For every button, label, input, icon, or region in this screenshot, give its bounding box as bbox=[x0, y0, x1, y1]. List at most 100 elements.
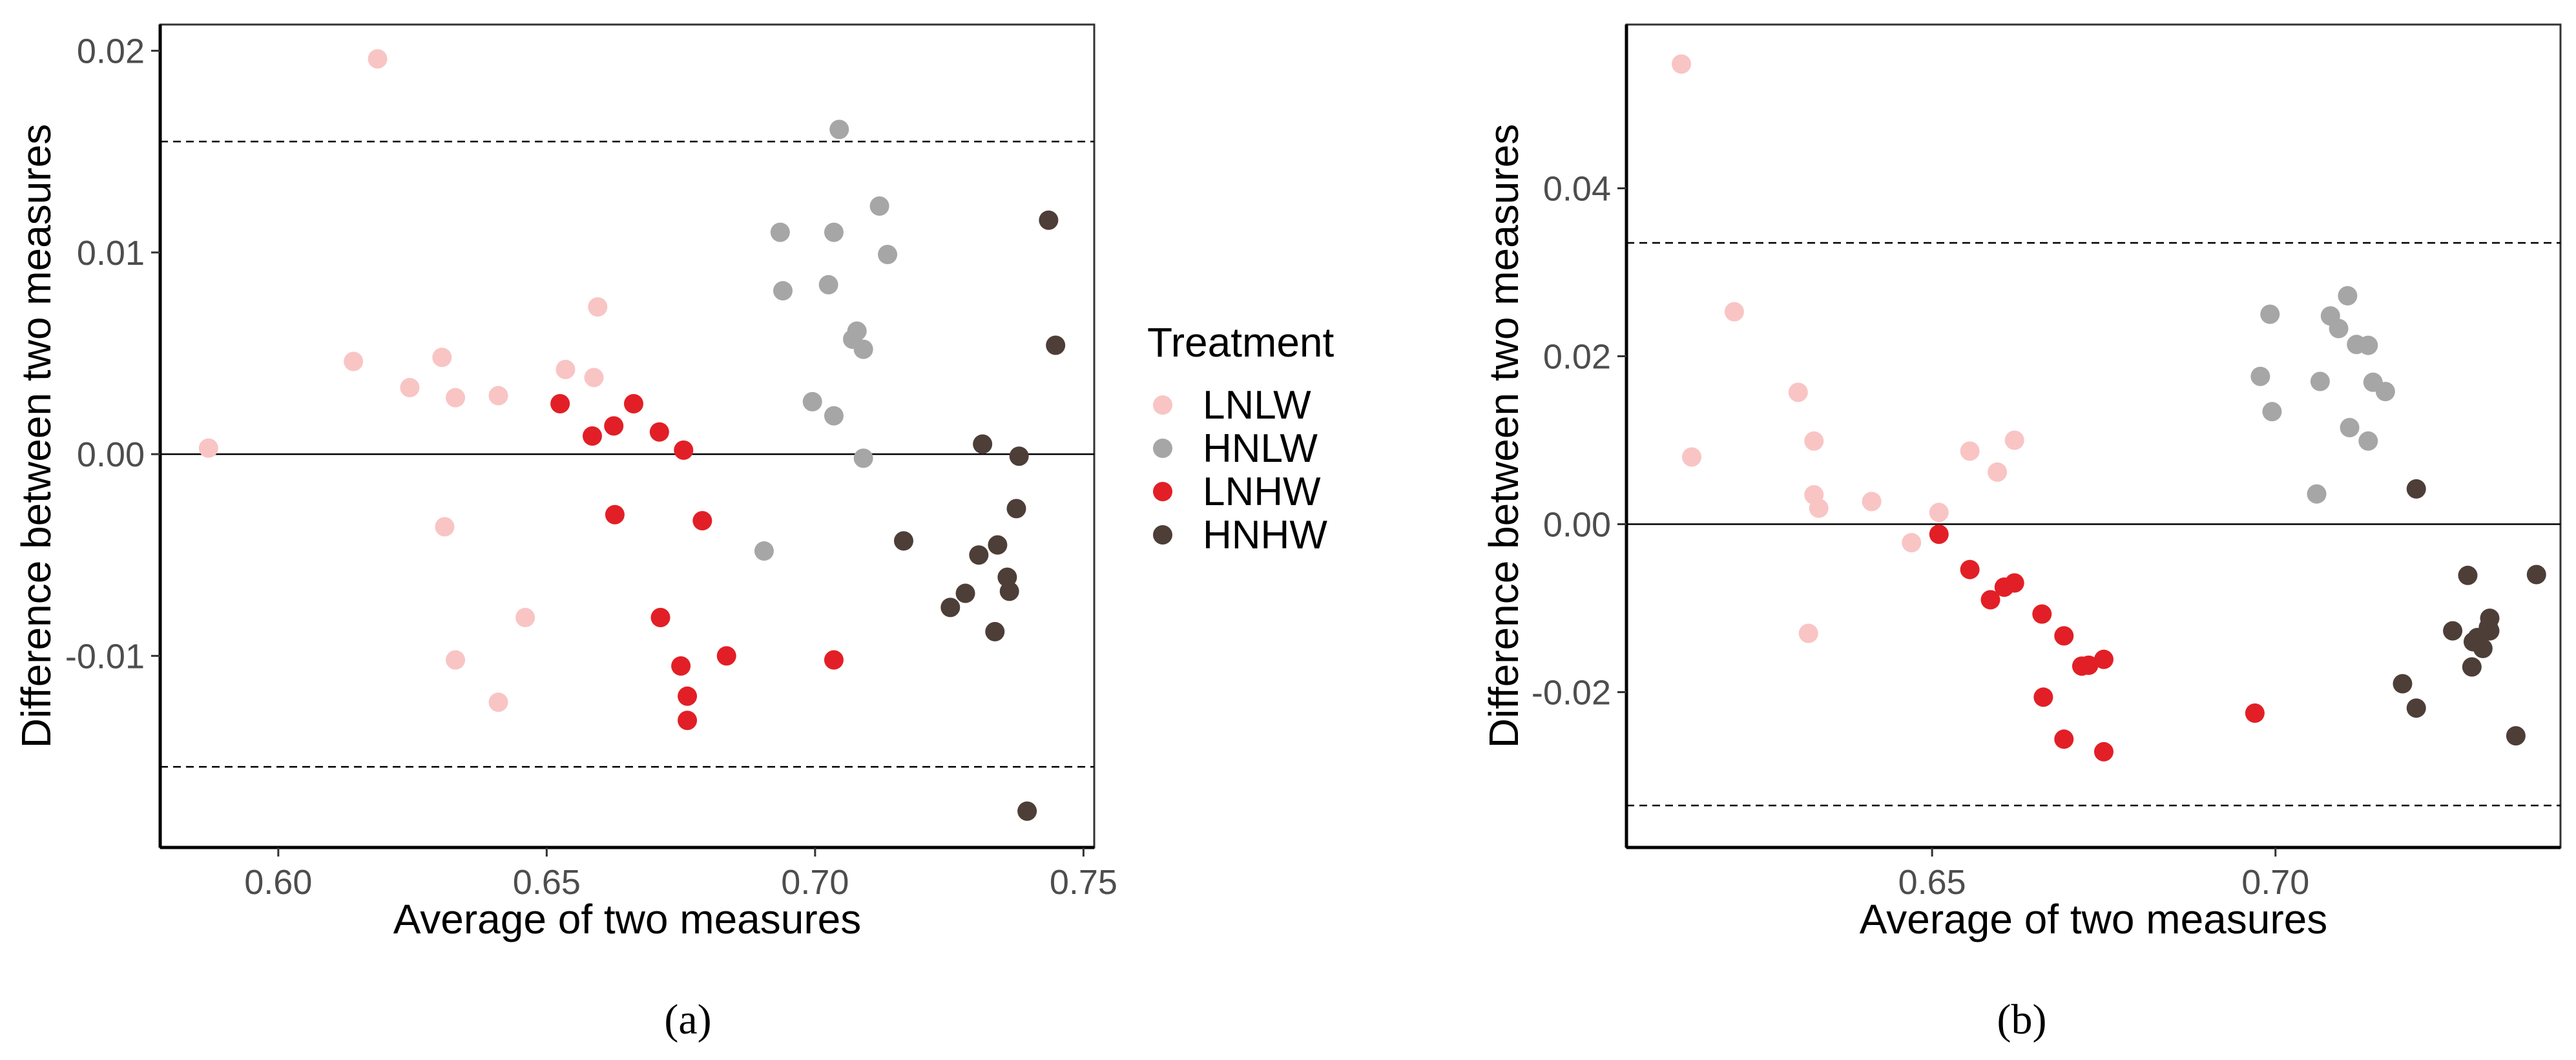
panel-a-point-hnhw bbox=[1009, 446, 1029, 466]
panel-a-x-tick-label: 0.65 bbox=[513, 863, 581, 902]
panel-a-point-lnhw bbox=[605, 504, 625, 525]
panel-a-point-lnhw bbox=[582, 426, 602, 446]
panel-a-point-hnhw bbox=[955, 583, 975, 603]
panel-a-point-hnhw bbox=[1017, 801, 1037, 821]
panel-b-point-lnhw bbox=[2054, 729, 2074, 749]
panel-b-point-lnlw bbox=[2004, 430, 2024, 450]
panel-a-point-lnhw bbox=[716, 646, 736, 666]
panel-a-point-lnhw bbox=[678, 686, 698, 706]
legend-swatch-lnhw bbox=[1153, 482, 1172, 501]
panel-a-point-hnhw bbox=[969, 545, 989, 565]
panel-a-point-hnlw bbox=[773, 281, 793, 301]
panel-b-point-hnlw bbox=[2375, 382, 2395, 402]
panel-b-point-hnlw bbox=[2340, 418, 2360, 437]
panel-a-y-ticks: -0.01 0.00 0.01 0.02 bbox=[65, 32, 160, 676]
panel-b-point-lnlw bbox=[1902, 533, 1922, 553]
panel-a-point-lnhw bbox=[650, 608, 670, 628]
legend-swatch-hnlw bbox=[1153, 439, 1172, 458]
panel-a-point-lnlw bbox=[344, 351, 364, 371]
panel-b-point-hnlw bbox=[2310, 371, 2330, 391]
panel-a-plot-border bbox=[159, 23, 1096, 849]
panel-a-point-lnlw bbox=[446, 650, 466, 670]
legend-title: Treatment bbox=[1147, 319, 1335, 366]
panel-b-point-hnhw bbox=[2467, 628, 2488, 647]
panel-a-point-lnhw bbox=[678, 711, 698, 731]
panel-b-point-lnhw bbox=[2004, 573, 2024, 593]
panel-b-point-hnhw bbox=[2406, 698, 2426, 718]
panel-b-point-lnlw bbox=[1960, 441, 1980, 461]
panel-b-point-lnhw bbox=[2033, 687, 2053, 707]
panel-b-x-ticks: 0.65 0.70 bbox=[1898, 847, 2309, 902]
panel-b-point-lnlw bbox=[1809, 498, 1829, 518]
panel-b-point-lnhw bbox=[2245, 703, 2265, 723]
panel-a-point-lnlw bbox=[435, 517, 455, 537]
panel-b-x-tick-label: 0.70 bbox=[2241, 863, 2309, 902]
panel-a-point-lnhw bbox=[604, 416, 624, 436]
panel-b-point-lnhw bbox=[2032, 604, 2052, 624]
panel-b-point-lnhw bbox=[2093, 742, 2114, 762]
panel-b-point-lnhw bbox=[2079, 655, 2099, 675]
panel-b-y-tick-label: 0.00 bbox=[1543, 506, 1611, 545]
panel-b-point-hnhw bbox=[2526, 565, 2546, 585]
panel-b-point-hnlw bbox=[2262, 402, 2282, 422]
panel-b-point-lnlw bbox=[1988, 462, 2008, 482]
panel-a-point-lnlw bbox=[198, 438, 218, 458]
panel-a-point-lnlw bbox=[488, 692, 508, 712]
panel-a-y-axis-title: Difference between two measures bbox=[13, 124, 59, 748]
panel-b-point-hnhw bbox=[2393, 674, 2413, 694]
panel-a-point-hnlw bbox=[878, 244, 898, 264]
panel-b-points bbox=[1672, 54, 2546, 762]
panel-a-point-hnhw bbox=[988, 535, 1008, 555]
panel-a-point-lnlw bbox=[432, 348, 452, 368]
panel-b-point-lnlw bbox=[1724, 302, 1744, 322]
panel-b-point-hnlw bbox=[2358, 335, 2378, 355]
panel-b-point-lnlw bbox=[1672, 54, 1692, 74]
panel-b-y-ticks: -0.02 0.00 0.02 0.04 bbox=[1532, 170, 1626, 712]
panel-a-x-tick-label: 0.70 bbox=[781, 863, 849, 902]
panel-b-point-lnlw bbox=[1929, 503, 1949, 523]
panel-b-point-hnhw bbox=[2443, 621, 2463, 641]
legend-label-hnhw: HNHW bbox=[1203, 513, 1327, 557]
panel-a-point-hnlw bbox=[853, 448, 873, 468]
panel-a-point-lnhw bbox=[674, 440, 694, 460]
panel-b-point-lnhw bbox=[1980, 590, 2000, 610]
panel-b-point-lnlw bbox=[1862, 492, 1882, 512]
panel-b-point-lnlw bbox=[1788, 382, 1808, 402]
panel-a-x-tick-label: 0.75 bbox=[1050, 863, 1117, 902]
panel-a-point-lnhw bbox=[649, 422, 669, 442]
legend-item-lnlw: LNLW bbox=[1153, 383, 1311, 428]
panel-a-y-tick-label: 0.02 bbox=[77, 32, 145, 71]
panel-b-point-lnhw bbox=[2093, 649, 2114, 669]
panel-b-point-hnlw bbox=[2338, 286, 2358, 306]
panel-b-point-hnlw bbox=[2307, 484, 2327, 504]
panel-a-point-hnlw bbox=[847, 321, 867, 341]
panel-a-point-hnhw bbox=[1046, 335, 1066, 355]
panel-a-point-hnhw bbox=[973, 434, 993, 454]
panel-a-point-hnlw bbox=[869, 196, 889, 216]
panel-a-point-lnlw bbox=[588, 297, 608, 317]
legend-label-hnlw: HNLW bbox=[1203, 426, 1318, 471]
panel-a-x-axis-title: Average of two measures bbox=[393, 896, 862, 942]
panel-a-point-lnlw bbox=[584, 368, 604, 388]
panel-a-point-hnlw bbox=[853, 339, 873, 359]
panel-b-point-lnhw bbox=[1929, 525, 1949, 545]
panel-a-caption: (a) bbox=[664, 996, 711, 1043]
panel-a-point-lnhw bbox=[692, 511, 712, 531]
panel-a-point-hnlw bbox=[824, 406, 844, 426]
legend-swatch-hnhw bbox=[1153, 525, 1172, 545]
legend-label-lnhw: LNHW bbox=[1203, 470, 1321, 514]
legend-item-hnlw: HNLW bbox=[1153, 426, 1318, 471]
panel-b-point-lnhw bbox=[1960, 559, 1980, 579]
panel-a-point-hnlw bbox=[824, 222, 844, 242]
panel-a-point-hnlw bbox=[829, 120, 849, 140]
panel-a-point-hnhw bbox=[1039, 210, 1059, 230]
panel-a-y-tick-label: 0.01 bbox=[77, 234, 145, 273]
panel-a-point-lnhw bbox=[671, 656, 691, 676]
panel-b-caption: (b) bbox=[1997, 996, 2047, 1043]
panel-a-y-tick-label: -0.01 bbox=[65, 637, 145, 676]
panel-a-point-hnhw bbox=[893, 531, 913, 551]
panel-a-point-lnlw bbox=[368, 49, 388, 69]
panel-b-y-tick-label: 0.04 bbox=[1543, 170, 1611, 209]
panel-a-x-tick-label: 0.60 bbox=[244, 863, 312, 902]
panel-a-point-lnhw bbox=[824, 650, 844, 670]
